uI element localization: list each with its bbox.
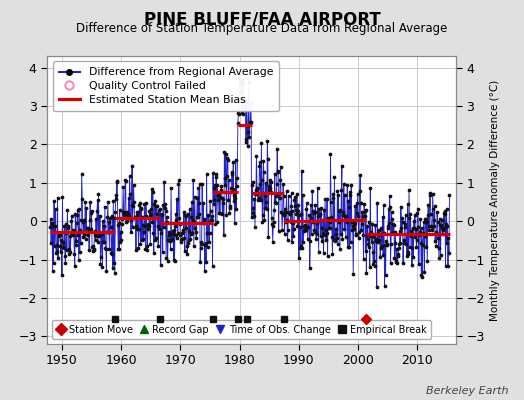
Legend: Station Move, Record Gap, Time of Obs. Change, Empirical Break: Station Move, Record Gap, Time of Obs. C… xyxy=(52,320,431,339)
Y-axis label: Monthly Temperature Anomaly Difference (°C): Monthly Temperature Anomaly Difference (… xyxy=(490,79,500,321)
Text: Berkeley Earth: Berkeley Earth xyxy=(426,386,508,396)
Text: PINE BLUFF/FAA AIRPORT: PINE BLUFF/FAA AIRPORT xyxy=(144,10,380,28)
Text: Difference of Station Temperature Data from Regional Average: Difference of Station Temperature Data f… xyxy=(77,22,447,35)
